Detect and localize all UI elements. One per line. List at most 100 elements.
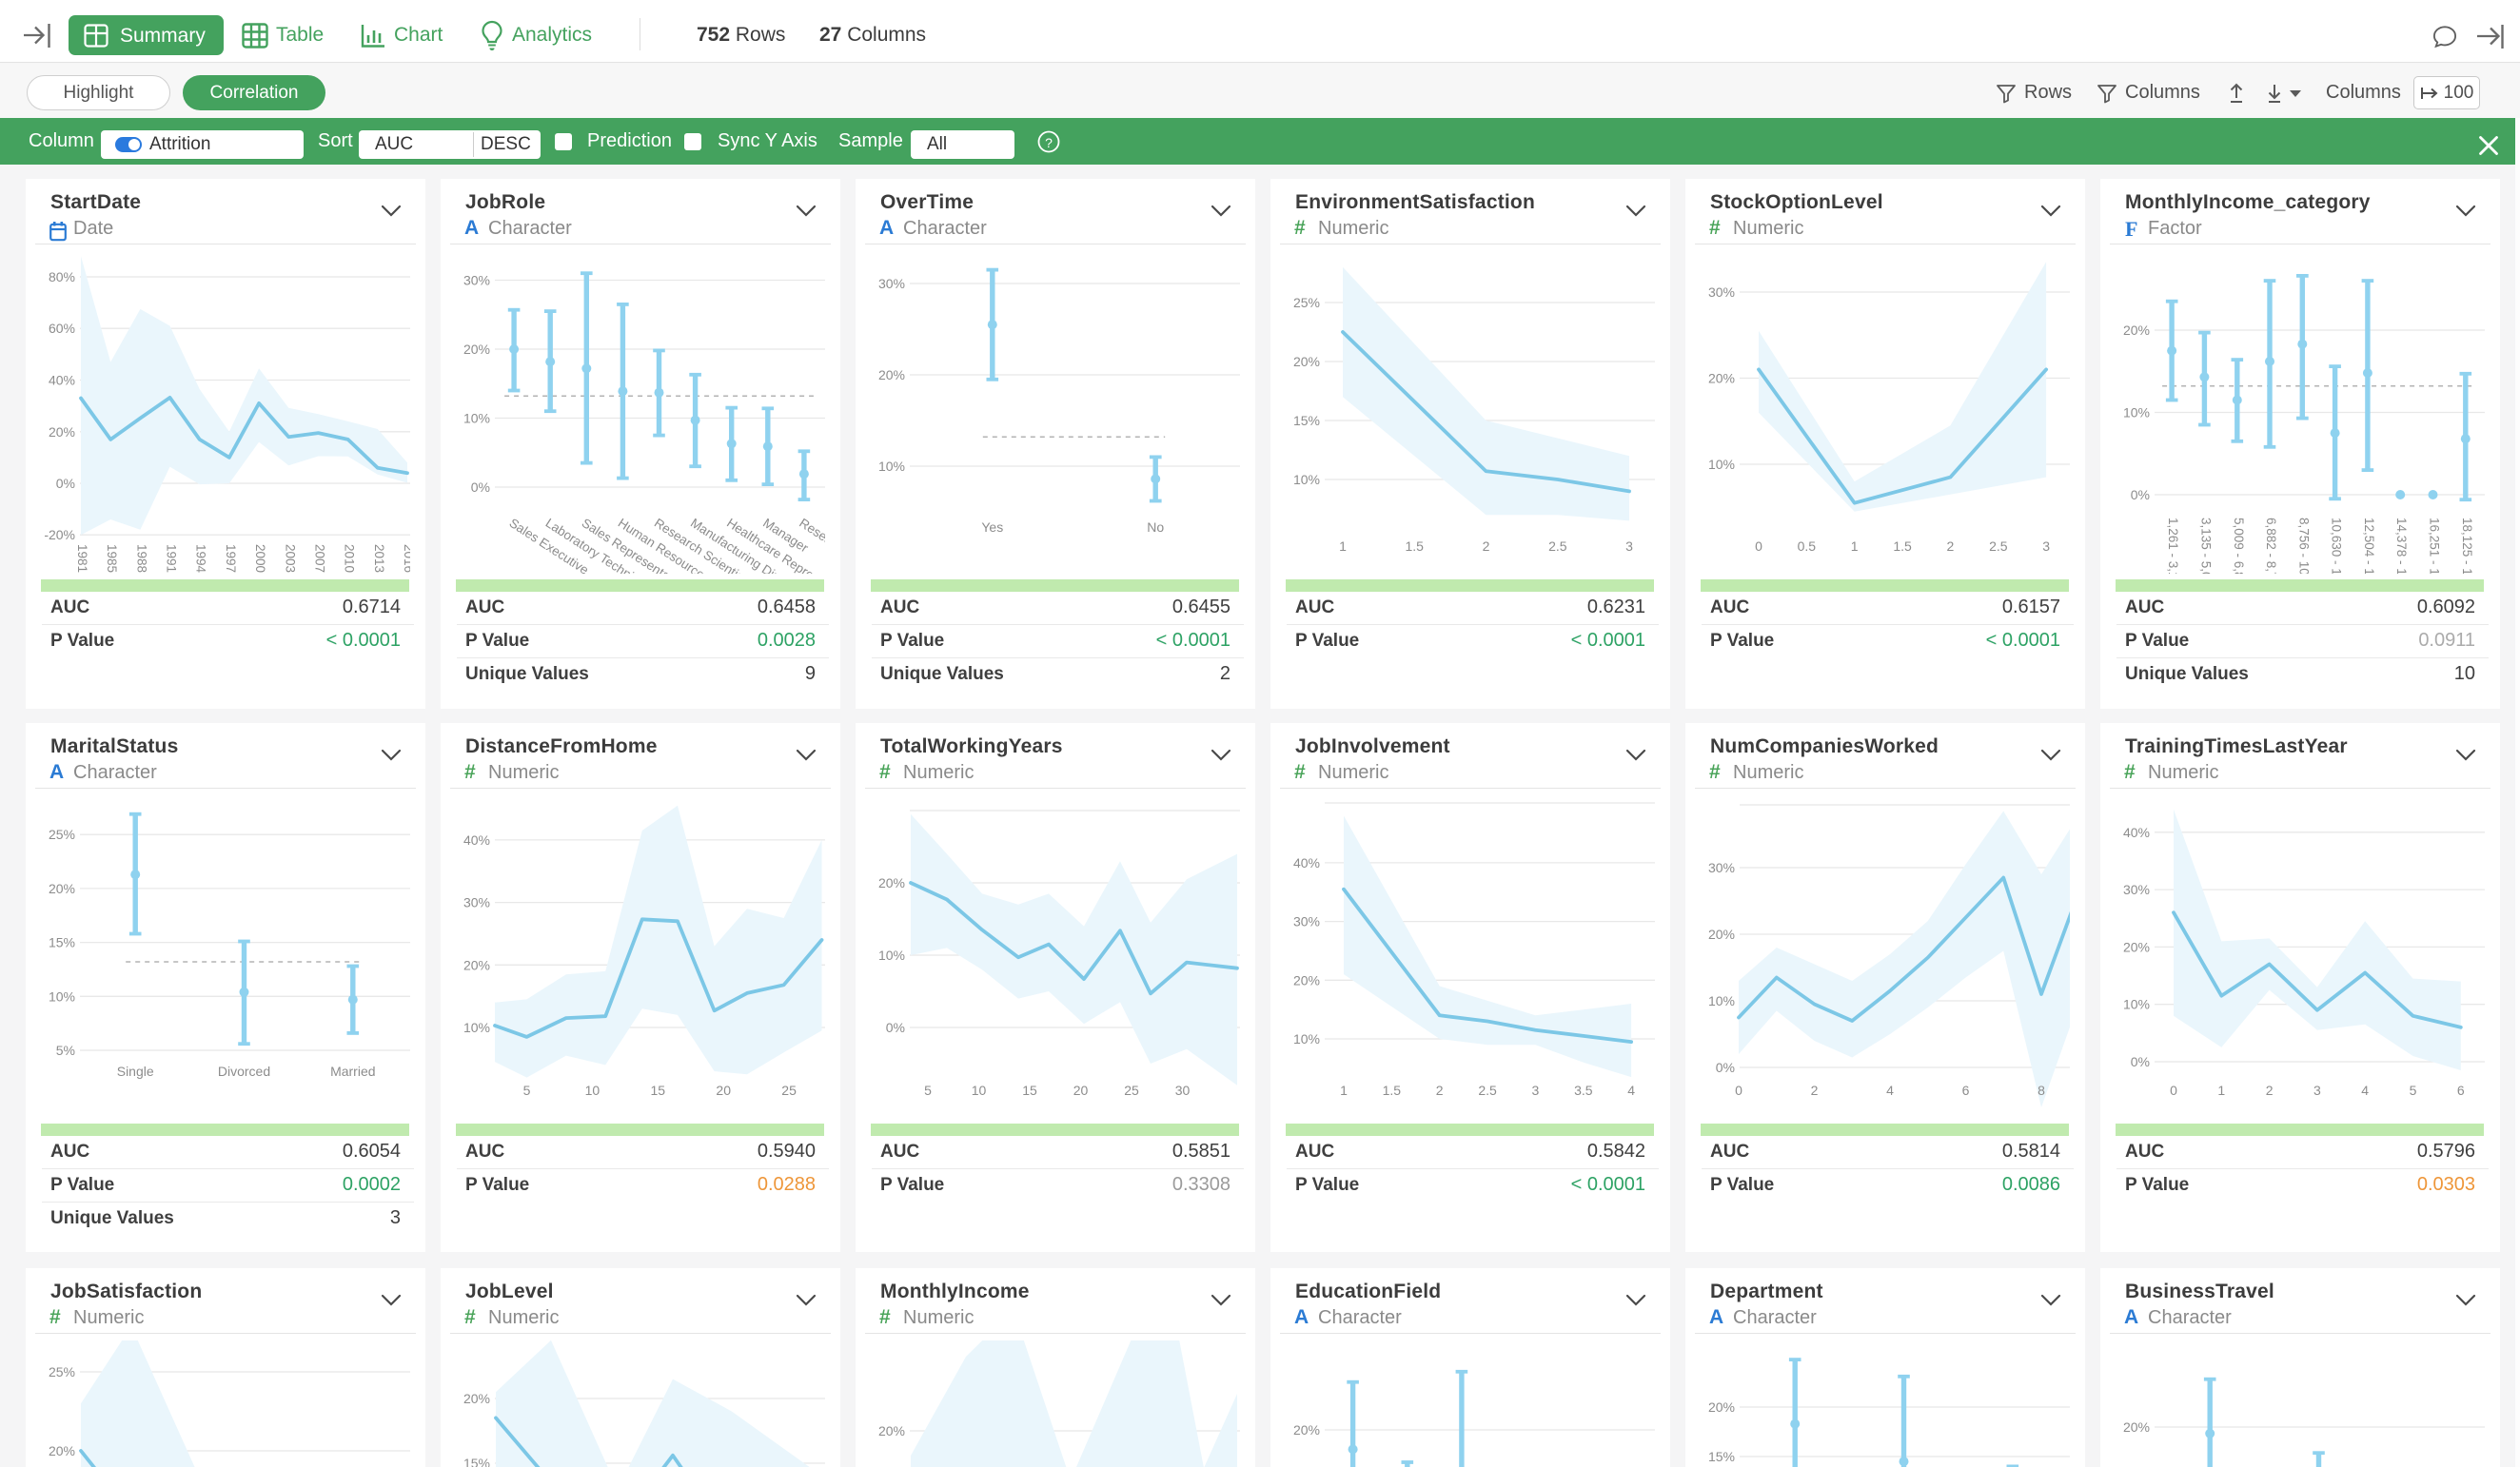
svg-text:0%: 0% xyxy=(2131,1054,2150,1069)
svg-text:10: 10 xyxy=(972,1083,987,1098)
svg-text:0%: 0% xyxy=(56,476,75,491)
svg-text:2000: 2000 xyxy=(253,544,267,573)
svg-text:2: 2 xyxy=(1483,538,1490,554)
svg-text:20%: 20% xyxy=(1293,972,1320,988)
svg-text:2: 2 xyxy=(1947,538,1955,554)
svg-text:80%: 80% xyxy=(49,269,75,284)
svg-text:10,630 - 12,503: 10,630 - 12,503 xyxy=(2330,518,2344,580)
svg-text:2003: 2003 xyxy=(283,544,297,573)
svg-text:4: 4 xyxy=(2361,1083,2369,1098)
svg-text:1: 1 xyxy=(1340,1083,1348,1098)
svg-text:10%: 10% xyxy=(463,411,490,426)
svg-text:15%: 15% xyxy=(1293,413,1320,428)
svg-text:1.5: 1.5 xyxy=(1405,538,1424,554)
svg-text:10%: 10% xyxy=(1293,1031,1320,1046)
svg-text:25%: 25% xyxy=(49,827,75,842)
svg-text:2007: 2007 xyxy=(313,544,327,573)
svg-text:3,135 - 5,008: 3,135 - 5,008 xyxy=(2198,518,2213,580)
svg-text:20%: 20% xyxy=(878,1423,905,1438)
svg-text:20%: 20% xyxy=(2123,939,2150,954)
svg-text:1: 1 xyxy=(1851,538,1859,554)
svg-text:10%: 10% xyxy=(463,1020,490,1035)
svg-text:2.5: 2.5 xyxy=(1989,538,2008,554)
svg-text:3: 3 xyxy=(2042,538,2050,554)
svg-text:4: 4 xyxy=(1886,1083,1894,1098)
svg-text:3: 3 xyxy=(2313,1083,2321,1098)
svg-text:5%: 5% xyxy=(56,1043,75,1058)
svg-text:30%: 30% xyxy=(878,276,905,291)
svg-text:40%: 40% xyxy=(49,373,75,388)
svg-text:1981: 1981 xyxy=(75,544,89,573)
svg-text:6: 6 xyxy=(2457,1083,2465,1098)
svg-text:15%: 15% xyxy=(1708,1449,1735,1464)
svg-text:Married: Married xyxy=(330,1064,375,1079)
svg-text:1994: 1994 xyxy=(194,544,208,574)
svg-text:10%: 10% xyxy=(878,459,905,474)
svg-text:8,756 - 10,629: 8,756 - 10,629 xyxy=(2296,518,2311,580)
svg-text:2016: 2016 xyxy=(402,544,410,573)
svg-text:2: 2 xyxy=(2266,1083,2274,1098)
svg-text:1991: 1991 xyxy=(165,544,179,573)
svg-text:8: 8 xyxy=(2038,1083,2045,1098)
svg-text:20%: 20% xyxy=(2123,323,2150,338)
svg-text:0%: 0% xyxy=(2131,487,2150,502)
svg-text:20%: 20% xyxy=(1293,354,1320,369)
svg-text:30%: 30% xyxy=(2123,882,2150,897)
svg-text:10%: 10% xyxy=(1293,472,1320,487)
svg-text:0: 0 xyxy=(2170,1083,2177,1098)
svg-text:15%: 15% xyxy=(463,1456,490,1467)
svg-text:10%: 10% xyxy=(2123,405,2150,421)
svg-text:25: 25 xyxy=(1124,1083,1139,1098)
svg-text:20%: 20% xyxy=(1708,1399,1735,1415)
svg-text:20%: 20% xyxy=(463,342,490,357)
svg-text:4: 4 xyxy=(1627,1083,1635,1098)
svg-text:-20%: -20% xyxy=(44,527,75,542)
svg-text:20%: 20% xyxy=(49,1443,75,1458)
svg-text:3.5: 3.5 xyxy=(1574,1083,1593,1098)
svg-text:0%: 0% xyxy=(1716,1060,1735,1075)
svg-text:Yes: Yes xyxy=(981,519,1003,535)
svg-text:20%: 20% xyxy=(1708,371,1735,386)
svg-text:10%: 10% xyxy=(878,948,905,963)
svg-text:20%: 20% xyxy=(878,367,905,382)
svg-text:25%: 25% xyxy=(1293,295,1320,310)
svg-text:16,251 - 18,124: 16,251 - 18,124 xyxy=(2428,518,2442,580)
svg-text:5: 5 xyxy=(924,1083,932,1098)
svg-text:14,378 - 16,250: 14,378 - 16,250 xyxy=(2394,518,2409,580)
svg-text:2: 2 xyxy=(1811,1083,1819,1098)
svg-text:5: 5 xyxy=(2410,1083,2417,1098)
svg-text:10%: 10% xyxy=(1708,993,1735,1008)
svg-text:2: 2 xyxy=(1436,1083,1444,1098)
svg-text:2010: 2010 xyxy=(343,544,357,573)
svg-text:40%: 40% xyxy=(2123,825,2150,840)
svg-text:1997: 1997 xyxy=(224,544,238,573)
svg-text:10%: 10% xyxy=(49,988,75,1004)
svg-text:20%: 20% xyxy=(1293,1422,1320,1438)
svg-text:5: 5 xyxy=(523,1083,531,1098)
svg-text:30: 30 xyxy=(1175,1083,1191,1098)
svg-text:1985: 1985 xyxy=(105,544,119,573)
svg-text:10%: 10% xyxy=(1708,457,1735,472)
svg-text:Divorced: Divorced xyxy=(218,1064,270,1079)
svg-text:15: 15 xyxy=(1022,1083,1037,1098)
svg-text:Single: Single xyxy=(117,1064,154,1079)
svg-text:25: 25 xyxy=(781,1083,797,1098)
svg-text:25%: 25% xyxy=(49,1364,75,1379)
svg-text:No: No xyxy=(1147,519,1164,535)
svg-text:1.5: 1.5 xyxy=(1383,1083,1402,1098)
svg-text:0.5: 0.5 xyxy=(1798,538,1817,554)
svg-text:18,125 - 19,999: 18,125 - 19,999 xyxy=(2460,518,2474,580)
svg-text:1: 1 xyxy=(1339,538,1347,554)
svg-text:15: 15 xyxy=(651,1083,666,1098)
svg-text:3: 3 xyxy=(1532,1083,1540,1098)
svg-text:2.5: 2.5 xyxy=(1548,538,1567,554)
svg-text:0%: 0% xyxy=(471,479,490,495)
svg-text:12,504 - 14,377: 12,504 - 14,377 xyxy=(2362,518,2376,580)
svg-text:10%: 10% xyxy=(2123,997,2150,1012)
svg-text:20%: 20% xyxy=(463,1391,490,1406)
svg-text:1.5: 1.5 xyxy=(1893,538,1912,554)
svg-text:6,882 - 8,755: 6,882 - 8,755 xyxy=(2264,518,2278,580)
svg-text:20%: 20% xyxy=(49,424,75,440)
svg-text:1988: 1988 xyxy=(134,544,148,573)
svg-text:1: 1 xyxy=(2217,1083,2225,1098)
